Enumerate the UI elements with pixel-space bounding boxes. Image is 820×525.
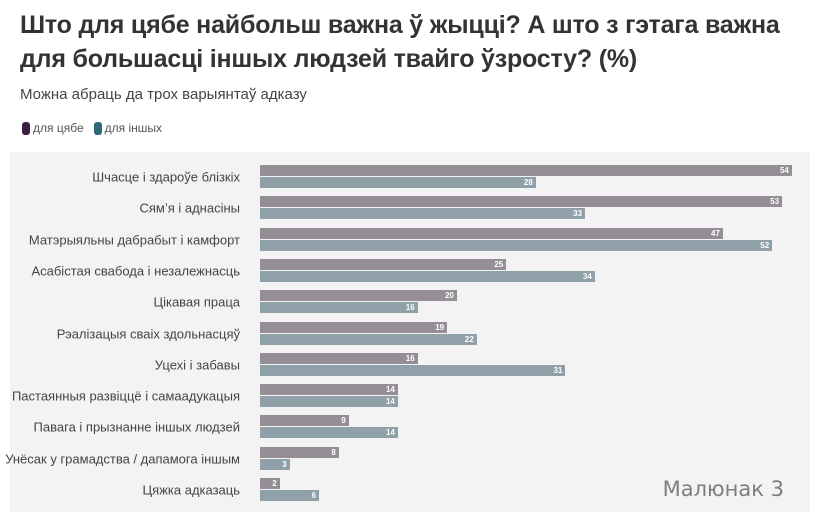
data-label: 20 xyxy=(445,291,454,301)
bar-self: 20 xyxy=(260,290,457,302)
category-label: Унёсак у грамадства / дапамога іншым xyxy=(5,451,240,467)
data-label: 16 xyxy=(405,303,415,313)
legend-label: для цябе xyxy=(33,121,84,135)
bar-self: 16 xyxy=(260,352,418,364)
bar-others: 31 xyxy=(260,364,566,376)
figure-label: Малюнак 3 xyxy=(662,477,784,501)
category-label: Асабістая свабода і незалежнасць xyxy=(31,263,240,279)
data-label: 9 xyxy=(341,416,346,426)
data-label: 31 xyxy=(553,365,563,375)
bar-self: 19 xyxy=(260,321,448,333)
data-label: 47 xyxy=(711,228,720,238)
legend-swatch xyxy=(22,121,30,135)
bar-others: 34 xyxy=(260,270,595,282)
data-label: 52 xyxy=(760,240,770,250)
bar-self: 9 xyxy=(260,415,349,427)
chart-subtitle: Можна абраць да трох варыянтаў адказу xyxy=(20,86,307,103)
data-label: 3 xyxy=(282,459,287,469)
category-label: Шчасце і здароўе блізкіх xyxy=(92,169,240,185)
bar-others: 28 xyxy=(260,177,536,188)
bar-self: 14 xyxy=(260,384,398,396)
bar-self: 54 xyxy=(260,165,792,176)
category-label: Цікавая праца xyxy=(153,294,240,310)
category-label: Сям’я і аднасіны xyxy=(139,200,240,216)
data-label: 22 xyxy=(464,334,474,344)
category-label: Павага і прызнанне іншых людзей xyxy=(33,419,240,435)
chart-title: Што для цябе найбольш важна ў жыцці? А ш… xyxy=(20,11,780,73)
data-label: 2 xyxy=(272,479,277,488)
bar-others: 22 xyxy=(260,333,477,345)
bar-self: 8 xyxy=(260,446,339,458)
data-label: 33 xyxy=(573,209,583,219)
data-label: 14 xyxy=(385,397,395,407)
category-label: Цяжка адказаць xyxy=(142,482,240,498)
data-label: 6 xyxy=(311,491,317,500)
legend-item-self: для цябе xyxy=(22,121,84,135)
bar-self: 53 xyxy=(260,196,783,208)
data-label: 16 xyxy=(405,353,415,363)
bar-others: 14 xyxy=(260,427,398,439)
data-label: 8 xyxy=(331,447,336,457)
legend-item-others: для іншых xyxy=(93,121,163,135)
bar-self: 2 xyxy=(260,478,280,489)
bar-others: 52 xyxy=(260,239,773,251)
category-label: Пастаянныя развіццё і самаадукацыя xyxy=(11,388,240,404)
bar-others: 3 xyxy=(260,458,290,470)
category-label: Рэалізацыя сваіх здольнасцяў xyxy=(56,326,240,341)
bar-others: 16 xyxy=(260,302,418,314)
bar-self: 25 xyxy=(260,258,507,270)
data-label: 14 xyxy=(385,385,395,395)
data-label: 25 xyxy=(494,259,504,269)
bar-others: 14 xyxy=(260,396,398,408)
data-label: 14 xyxy=(385,428,395,438)
plot-area: Шчасце і здароўе блізкіх 54 28 Сям’я і адна… xyxy=(5,152,810,512)
bar-others: 33 xyxy=(260,208,586,220)
bar-others: 6 xyxy=(260,490,320,501)
data-label: 19 xyxy=(435,322,445,332)
data-label: 53 xyxy=(770,197,780,207)
bar-self: 47 xyxy=(260,227,723,239)
legend-swatch xyxy=(93,121,102,135)
legend: для цябе для іншых xyxy=(22,121,166,135)
data-label: 34 xyxy=(582,271,592,281)
data-label: 54 xyxy=(779,166,789,175)
legend-label: для іншых xyxy=(104,121,163,135)
category-label: Матэрыяльны дабрабыт і камфорт xyxy=(28,232,240,248)
data-label: 28 xyxy=(523,178,533,187)
category-label: Уцехі і забавы xyxy=(154,357,240,373)
